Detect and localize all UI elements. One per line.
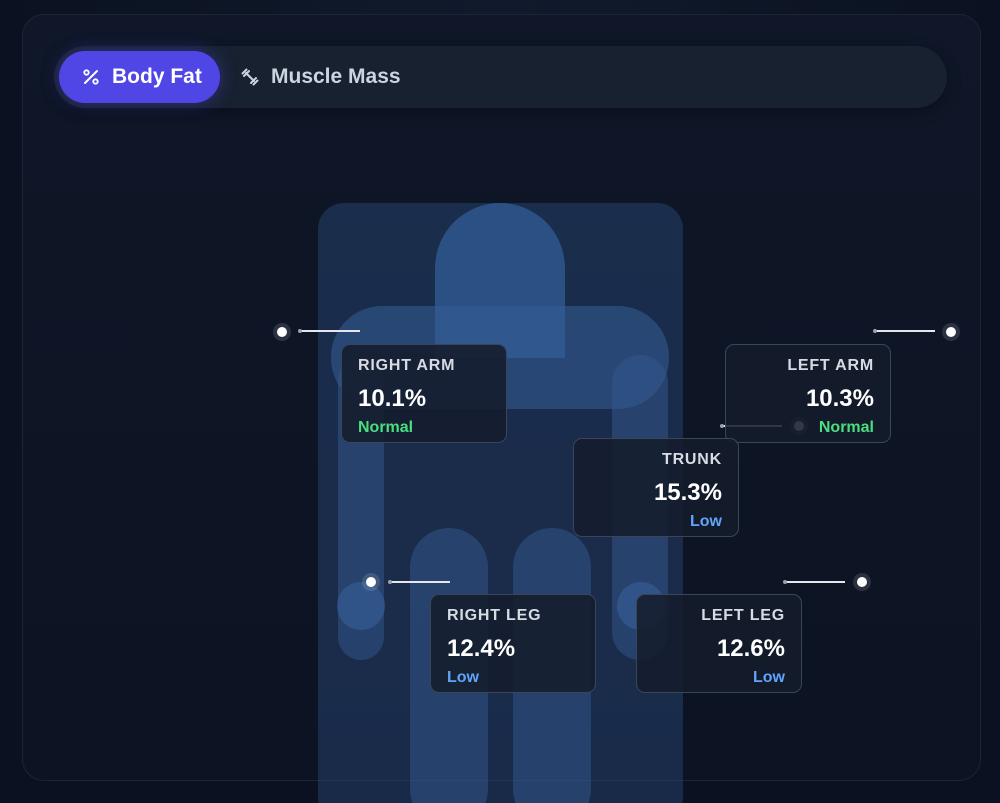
tab-muscle-mass[interactable]: Muscle Mass (234, 51, 424, 103)
right-arm-callout[interactable]: RIGHT ARM 10.1% Normal (341, 344, 507, 443)
trunk-callout[interactable]: TRUNK 15.3% Low (573, 438, 739, 537)
trunk-value: 15.3% (653, 479, 722, 506)
tab-body-fat-label: Body Fat (112, 65, 202, 88)
left-arm-status: Normal (818, 419, 874, 436)
right-arm-value: 10.1% (358, 385, 427, 412)
tab-muscle-mass-label: Muscle Mass (271, 65, 401, 88)
left-leg-status: Low (753, 669, 785, 686)
dumbbell-icon (241, 68, 259, 86)
trunk-label: TRUNK (662, 451, 722, 468)
right-leg-status: Low (447, 669, 479, 686)
right-hand-shape (337, 582, 385, 630)
left-leg-callout[interactable]: LEFT LEG 12.6% Low (636, 594, 802, 693)
percent-icon (83, 69, 99, 85)
left-leg-label: LEFT LEG (701, 607, 785, 624)
left-arm-callout[interactable]: LEFT ARM 10.3% Normal (725, 344, 891, 443)
left-arm-label: LEFT ARM (787, 357, 874, 374)
tab-body-fat[interactable]: Body Fat (59, 51, 220, 103)
trunk-status: Low (690, 513, 722, 530)
left-leg-value: 12.6% (716, 635, 785, 662)
right-leg-value: 12.4% (447, 635, 516, 662)
right-arm-label: RIGHT ARM (358, 357, 456, 374)
right-arm-status: Normal (358, 419, 414, 436)
left-arm-value: 10.3% (805, 385, 874, 412)
right-leg-callout[interactable]: RIGHT LEG 12.4% Low (430, 594, 596, 693)
right-leg-label: RIGHT LEG (447, 607, 542, 624)
metric-tabs: Body Fat Muscle Mass (54, 46, 947, 108)
